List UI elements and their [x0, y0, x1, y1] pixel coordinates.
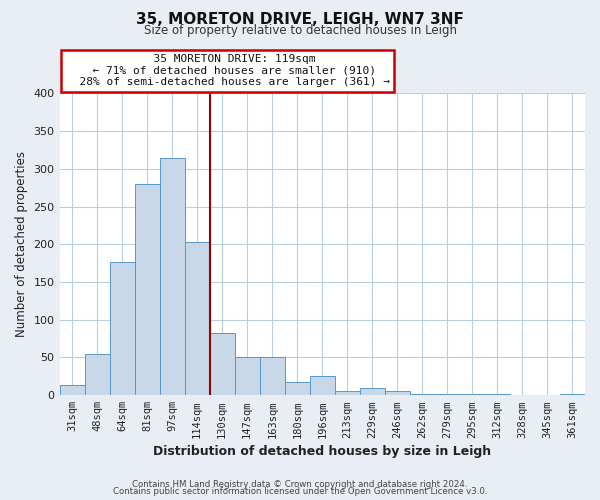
Bar [209, 334, 235, 395]
Bar [385, 392, 410, 395]
Text: Contains HM Land Registry data © Crown copyright and database right 2024.: Contains HM Land Registry data © Crown c… [132, 480, 468, 489]
Bar [335, 392, 360, 395]
Bar [260, 358, 285, 395]
Bar [110, 262, 134, 395]
Bar [310, 376, 335, 395]
Bar [235, 356, 260, 395]
Bar [460, 394, 485, 395]
Bar [134, 184, 160, 395]
Bar [85, 354, 110, 395]
Text: 35, MORETON DRIVE, LEIGH, WN7 3NF: 35, MORETON DRIVE, LEIGH, WN7 3NF [136, 12, 464, 28]
Bar [185, 242, 209, 395]
Bar [485, 394, 510, 395]
Bar [360, 388, 385, 395]
Bar [160, 158, 185, 395]
Text: Size of property relative to detached houses in Leigh: Size of property relative to detached ho… [143, 24, 457, 37]
Bar [560, 394, 585, 395]
Bar [59, 386, 85, 395]
Y-axis label: Number of detached properties: Number of detached properties [15, 152, 28, 338]
Bar [285, 382, 310, 395]
Bar [410, 394, 435, 395]
Text: 35 MORETON DRIVE: 119sqm
  ← 71% of detached houses are smaller (910)
  28% of s: 35 MORETON DRIVE: 119sqm ← 71% of detach… [65, 54, 389, 88]
X-axis label: Distribution of detached houses by size in Leigh: Distribution of detached houses by size … [153, 444, 491, 458]
Text: Contains public sector information licensed under the Open Government Licence v3: Contains public sector information licen… [113, 488, 487, 496]
Bar [435, 394, 460, 395]
